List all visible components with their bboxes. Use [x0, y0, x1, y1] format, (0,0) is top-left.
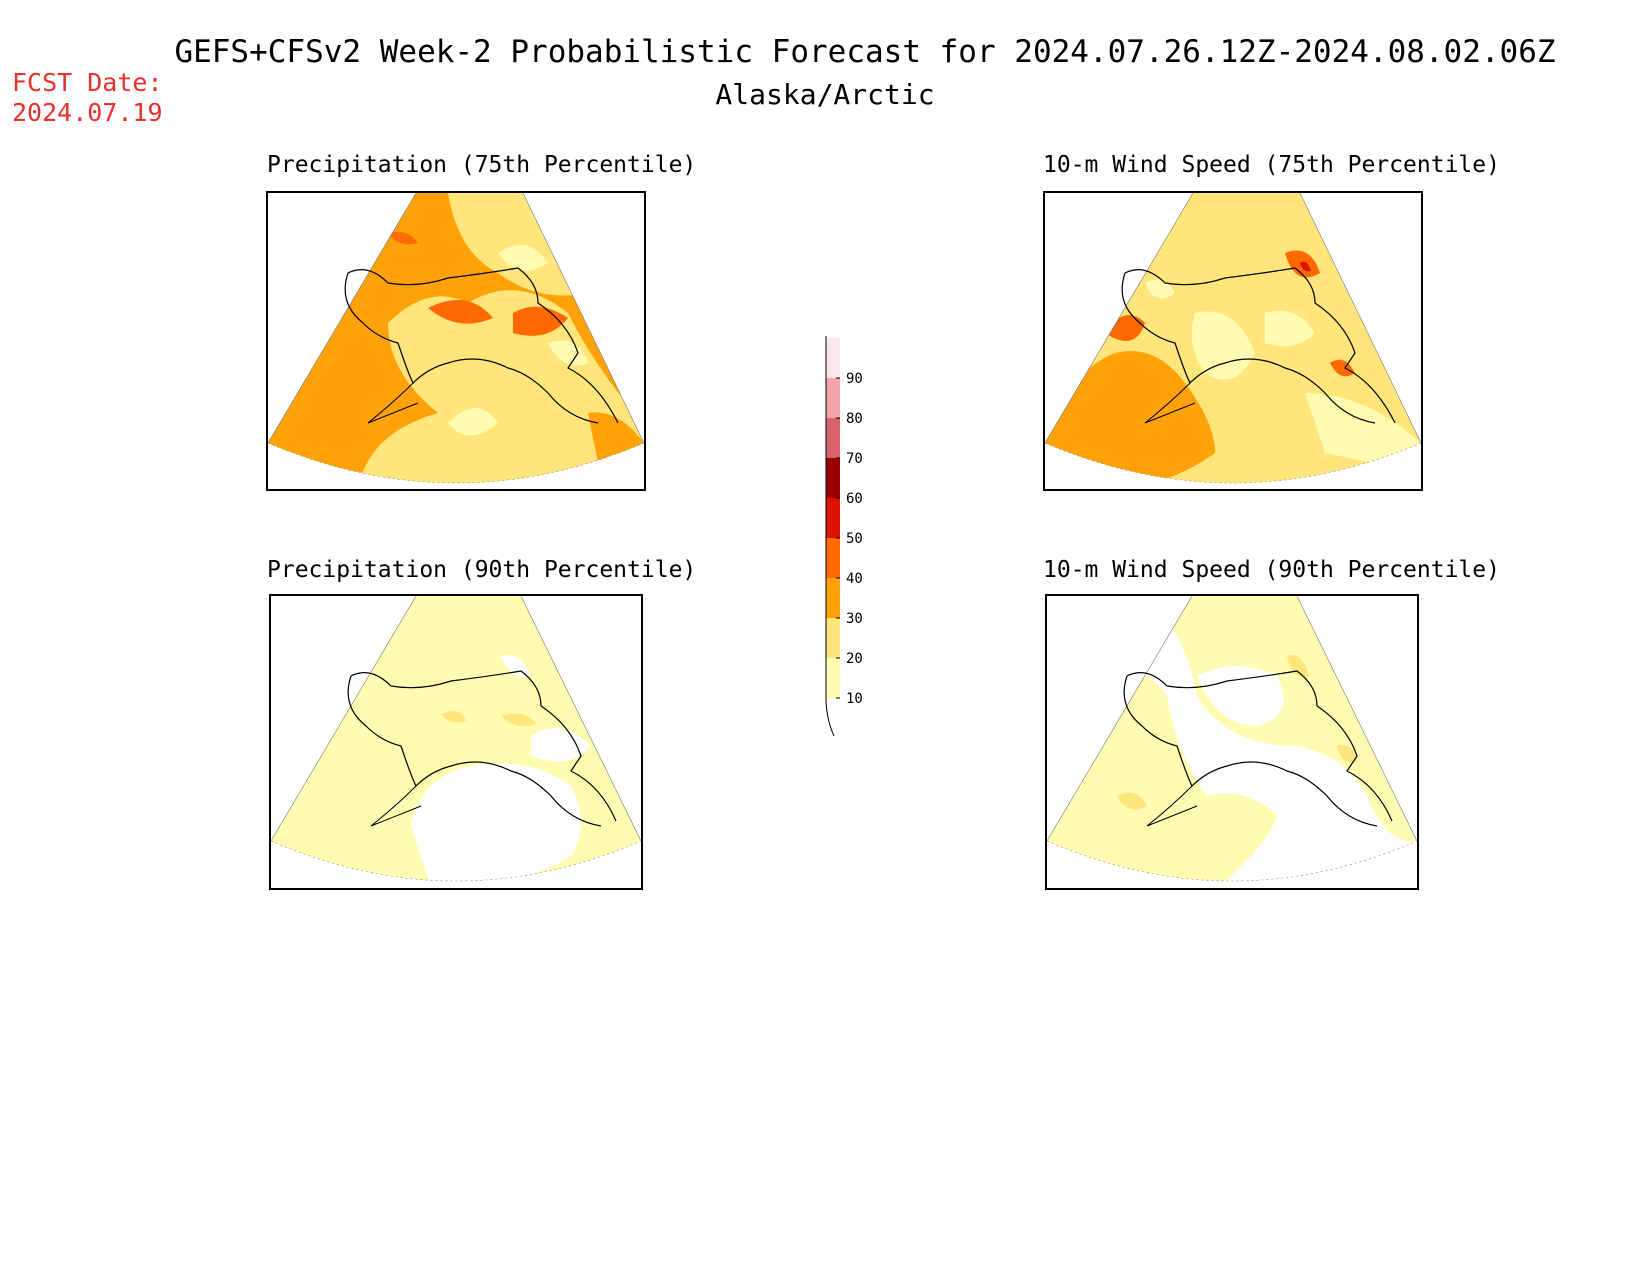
color-legend: 10 20 30 40 50 60 70 80 90	[820, 301, 880, 737]
legend-top-tip	[825, 301, 835, 339]
panel-title-precip-90: Precipitation (90th Percentile)	[267, 557, 697, 583]
panel-title-wind-90: 10-m Wind Speed (90th Percentile)	[1043, 557, 1500, 583]
legend-label: 10	[846, 691, 863, 707]
forecast-date-label: FCST Date:	[12, 68, 163, 97]
legend-swatch	[826, 658, 840, 698]
legend-swatch	[826, 378, 840, 418]
legend-label: 90	[846, 371, 863, 387]
legend-swatch	[826, 618, 840, 658]
legend-swatch	[826, 418, 840, 458]
legend-bottom-tip	[825, 697, 835, 737]
map-precip-75	[266, 191, 646, 491]
forecast-date-value: 2024.07.19	[12, 98, 163, 127]
legend-label: 30	[846, 611, 863, 627]
legend-swatch	[826, 578, 840, 618]
panel-title-wind-75: 10-m Wind Speed (75th Percentile)	[1043, 152, 1500, 178]
region-subtitle: Alaska/Arctic	[715, 78, 935, 111]
legend-label: 20	[846, 651, 863, 667]
legend-swatch	[826, 338, 840, 378]
map-precip-90	[269, 594, 643, 890]
map-wind-75	[1043, 191, 1423, 491]
legend-label: 60	[846, 491, 863, 507]
legend-label: 50	[846, 531, 863, 547]
main-title: GEFS+CFSv2 Week-2 Probabilistic Forecast…	[174, 34, 1556, 70]
legend-label: 80	[846, 411, 863, 427]
panel-title-precip-75: Precipitation (75th Percentile)	[267, 152, 697, 178]
legend-swatch	[826, 498, 840, 538]
legend-swatch	[826, 538, 840, 578]
legend-swatch	[826, 458, 840, 498]
legend-label: 40	[846, 571, 863, 587]
legend-label: 70	[846, 451, 863, 467]
map-wind-90	[1045, 594, 1419, 890]
